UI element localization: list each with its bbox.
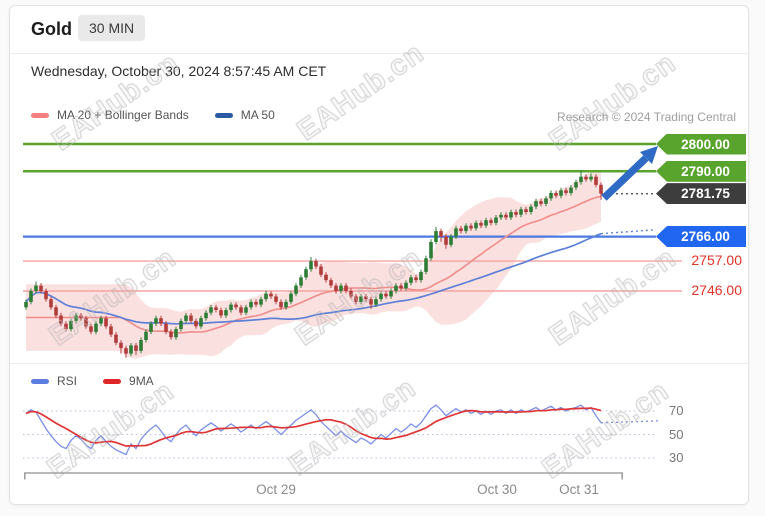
rsi-legend-label: RSI <box>57 374 77 388</box>
level-label-2757: 2757.00 <box>672 252 742 268</box>
chart-area: MA 20 + Bollinger Bands MA 50 Research ©… <box>10 86 748 505</box>
rsi-legend: RSI 9MA <box>31 374 172 388</box>
x-axis-label-oct31: Oct 31 <box>539 482 619 497</box>
support-tag-2766: 2766.00 <box>656 226 746 247</box>
rsi-9ma-legend-label: 9MA <box>129 374 154 388</box>
ma50-legend-label: MA 50 <box>241 108 275 122</box>
timestamp: Wednesday, October 30, 2024 8:57:45 AM C… <box>31 63 326 79</box>
header-bar: Gold 30 MIN <box>10 6 748 54</box>
price-and-rsi-canvas <box>10 86 748 505</box>
last-price-tag: 2781.75 <box>656 183 746 204</box>
resistance-tag-2800: 2800.00 <box>656 134 746 155</box>
rsi-9ma-legend-swatch-icon <box>103 379 121 384</box>
rsi-tick-50: 50 <box>669 427 699 442</box>
panel-divider <box>10 363 748 364</box>
ma20-bollinger-legend-label: MA 20 + Bollinger Bands <box>57 108 189 122</box>
research-attribution: Research © 2024 Trading Central <box>557 110 736 124</box>
level-label-2746: 2746.00 <box>672 282 742 298</box>
x-axis-label-oct29: Oct 29 <box>236 482 316 497</box>
resistance-tag-2790: 2790.00 <box>656 161 746 182</box>
rsi-tick-70: 70 <box>669 403 699 418</box>
chart-card: Gold 30 MIN Wednesday, October 30, 2024 … <box>9 5 749 505</box>
x-axis-label-oct30: Oct 30 <box>457 482 537 497</box>
page: { "header": { "title": "Gold", "timefram… <box>0 0 765 516</box>
timeframe-badge[interactable]: 30 MIN <box>78 15 145 41</box>
ma50-legend-swatch-icon <box>215 113 233 118</box>
main-chart-legend: MA 20 + Bollinger Bands MA 50 <box>31 108 293 122</box>
ma20-bollinger-legend-swatch-icon <box>31 113 49 118</box>
rsi-tick-30: 30 <box>669 450 699 465</box>
symbol-title: Gold <box>31 19 72 40</box>
rsi-legend-swatch-icon <box>31 379 49 384</box>
